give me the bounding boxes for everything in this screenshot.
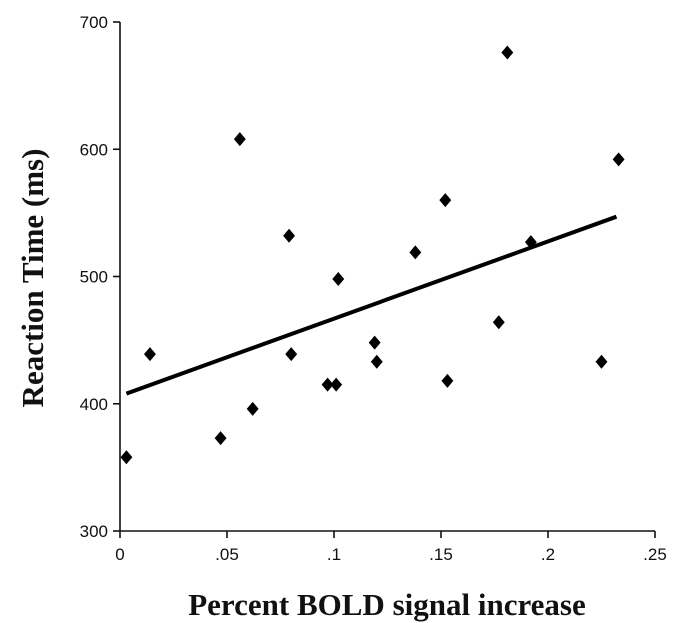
data-point <box>233 132 246 147</box>
x-tick-label: .1 <box>327 545 341 564</box>
data-points <box>120 45 625 465</box>
x-tick-label: .25 <box>643 545 667 564</box>
trend-line <box>125 214 618 396</box>
x-axis: 0 .05 .1 .15 .2 .25 <box>115 530 667 564</box>
x-axis-title: Percent BOLD signal increase <box>188 587 586 622</box>
data-point <box>595 354 608 369</box>
y-tick-label: 700 <box>80 13 108 32</box>
x-tick-label: .2 <box>541 545 555 564</box>
x-tick-label: .05 <box>215 545 239 564</box>
data-point <box>612 152 625 167</box>
data-point <box>285 347 298 362</box>
y-axis-title: Reaction Time (ms) <box>15 149 50 408</box>
y-tick-label: 500 <box>80 268 108 287</box>
x-tick-label: .15 <box>429 545 453 564</box>
data-point <box>439 193 452 208</box>
data-point <box>368 335 381 350</box>
data-point <box>246 401 259 416</box>
x-tick-label: 0 <box>115 545 124 564</box>
data-point <box>330 377 343 392</box>
y-tick-label: 300 <box>80 522 108 541</box>
y-tick-label: 400 <box>80 395 108 414</box>
y-axis: 300 400 500 600 700 <box>80 13 121 541</box>
data-point <box>332 272 345 287</box>
data-point <box>501 45 514 60</box>
data-point <box>283 228 296 243</box>
data-point <box>524 235 537 250</box>
data-point <box>321 377 334 392</box>
y-tick-label: 600 <box>80 140 108 159</box>
data-point <box>370 354 383 369</box>
data-point <box>120 450 133 465</box>
data-point <box>144 347 156 362</box>
data-point <box>409 245 422 260</box>
data-point <box>214 431 227 446</box>
data-point <box>441 373 454 388</box>
data-point <box>492 315 505 330</box>
trend-line-group <box>125 214 618 396</box>
